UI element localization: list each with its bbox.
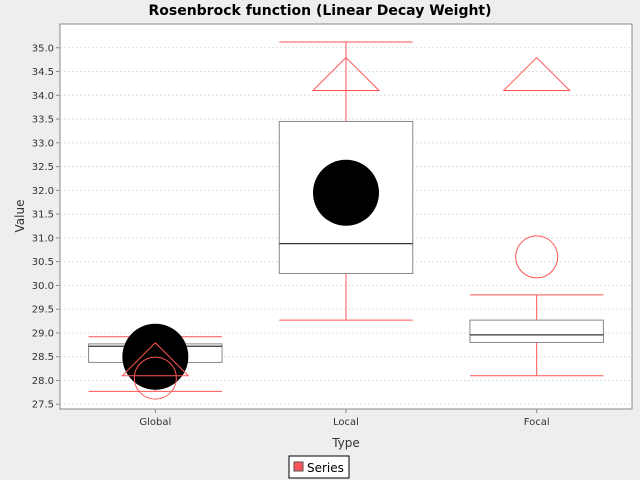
- legend-box: [288, 455, 350, 479]
- x-tick-label: Local: [333, 417, 359, 428]
- y-tick-label: 28.5: [32, 352, 54, 363]
- y-axis-title: Value: [13, 200, 27, 233]
- y-tick-label: 27.5: [32, 400, 54, 411]
- box-global: [88, 323, 223, 400]
- y-tick-label: 32.0: [32, 186, 54, 197]
- mean-marker: [313, 159, 379, 226]
- x-tick-label: Global: [139, 417, 171, 428]
- x-axis-title: Type: [331, 436, 360, 450]
- y-tick-label: 30.0: [32, 281, 54, 292]
- x-tick-label: Focal: [524, 417, 550, 428]
- outlier-marker: [515, 235, 559, 279]
- far-outlier-marker: [502, 56, 571, 92]
- box-focal: [469, 56, 604, 377]
- box-local: [278, 41, 414, 321]
- far-outlier-marker: [121, 342, 190, 377]
- y-tick-label: 34.0: [32, 91, 54, 102]
- x-axis: Global Local Focal: [139, 409, 550, 428]
- y-axis: 27.5 28.0 28.5 29.0 29.5 30.0 30.5 31.0 31.5 32.0…: [32, 43, 60, 411]
- legend-label: Series: [307, 461, 344, 475]
- legend: Series: [288, 455, 350, 479]
- legend-swatch: [293, 461, 304, 472]
- y-tick-label: 35.0: [32, 43, 54, 54]
- y-tick-label: 33.5: [32, 115, 54, 126]
- y-tick-label: 29.0: [32, 328, 54, 339]
- y-tick-label: 31.5: [32, 210, 54, 221]
- y-tick-label: 33.0: [32, 138, 54, 149]
- chart-title: Rosenbrock function (Linear Decay Weight…: [148, 3, 491, 19]
- y-tick-label: 31.0: [32, 233, 54, 244]
- outlier-marker: [133, 356, 177, 400]
- y-tick-label: 30.5: [32, 257, 54, 268]
- far-outlier-marker: [311, 56, 381, 92]
- y-tick-label: 28.0: [32, 376, 54, 387]
- box-series: [88, 41, 604, 400]
- y-tick-label: 32.5: [32, 162, 54, 173]
- iqr-box: [469, 319, 604, 343]
- y-tick-label: 34.5: [32, 67, 54, 78]
- y-tick-label: 29.5: [32, 305, 54, 316]
